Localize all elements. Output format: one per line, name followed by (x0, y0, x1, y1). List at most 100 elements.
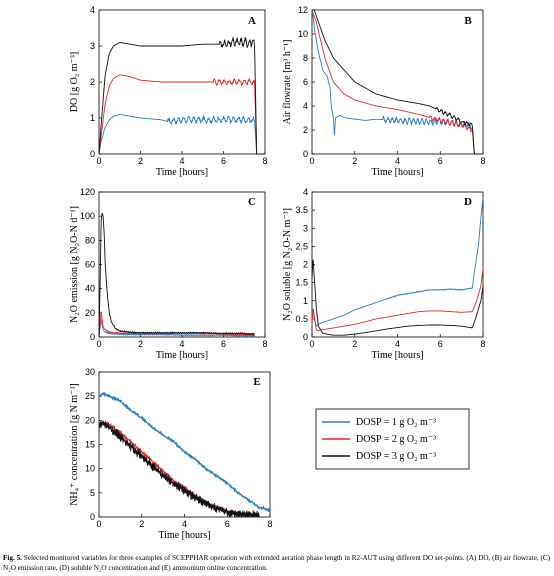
y-tick-label: 2 (303, 125, 308, 135)
y-tick-label: 0.5 (295, 314, 308, 324)
x-tick-label: 0 (309, 156, 314, 166)
series-line-do1 (311, 197, 484, 327)
series-line-do2 (98, 74, 266, 155)
y-tick-label: 120 (80, 187, 95, 197)
y-axis-label: NH₄⁺ concentration [g N m⁻³] (69, 383, 80, 506)
x-tick-label: 0 (309, 339, 314, 349)
x-tick-label: 8 (262, 339, 267, 349)
series-line-do1 (311, 9, 484, 155)
series-line-do1 (98, 319, 256, 338)
x-axis-label: Time [hours] (371, 350, 423, 361)
x-tick-label: 6 (438, 339, 443, 349)
panel-letter: E (253, 376, 260, 388)
y-tick-label: 4 (303, 187, 308, 197)
legend: DOSP = 1 g O₂ m⁻³ DOSP = 2 g O₂ m⁻³ DOSP =… (315, 408, 470, 470)
y-tick-label: 2 (90, 77, 95, 87)
y-tick-label: 30 (85, 367, 95, 377)
x-tick-label: 8 (480, 156, 485, 166)
panel-letter: C (248, 196, 256, 208)
series-line-do2 (311, 268, 484, 331)
y-tick-label: 5 (90, 488, 95, 498)
y-axis-label: DO [g O₂ m⁻³] (69, 52, 80, 112)
x-tick-label: 8 (267, 519, 272, 529)
plot-frame (311, 9, 484, 155)
y-axis-label: N₂O soluble [g N₂O-N m⁻³] (282, 208, 293, 321)
series-line-do2 (98, 420, 260, 518)
y-tick-label: 3 (90, 41, 95, 51)
panel-b-air-flowrate: 0 2 4 6 8 0 2 4 6 8 10 12 Time [hours] Air flowrate [… (282, 5, 486, 178)
x-tick-label: 6 (221, 339, 226, 349)
y-tick-label: 3.5 (295, 205, 308, 215)
x-axis-label: Time [hours] (156, 167, 208, 178)
x-tick-label: 4 (179, 156, 184, 166)
x-tick-label: 6 (221, 156, 226, 166)
x-tick-label: 4 (182, 519, 187, 529)
legend-label: DOSP = 3 g O₂ m⁻³ (356, 451, 436, 462)
y-tick-label: 2 (303, 260, 308, 270)
y-tick-label: 10 (298, 29, 308, 39)
y-tick-label: 25 (85, 391, 95, 401)
y-tick-label: 8 (303, 53, 308, 63)
y-tick-label: 10 (85, 464, 95, 474)
panel-letter: D (464, 196, 472, 208)
y-axis-label: Air flowrate [m³ h⁻¹] (282, 40, 293, 125)
figure-caption: Fig. 5. Selected monitored variables for… (3, 554, 551, 573)
caption-label: Fig. 5. (3, 554, 22, 562)
x-tick-label: 2 (138, 156, 143, 166)
series-line-do1 (98, 392, 271, 512)
y-tick-label: 0 (90, 512, 95, 522)
y-tick-label: 12 (298, 5, 308, 15)
series-line-do1 (98, 113, 266, 155)
y-axis-label: N₂O emission [g N₂O-N d⁻¹] (69, 206, 80, 323)
series-line-do3 (311, 259, 484, 336)
y-tick-label: 0 (90, 332, 95, 342)
x-tick-label: 6 (225, 519, 230, 529)
y-tick-label: 3 (303, 223, 308, 233)
x-tick-label: 6 (438, 156, 443, 166)
series-line-do3 (98, 212, 255, 338)
y-tick-label: 60 (85, 260, 95, 270)
legend-label: DOSP = 1 g O₂ m⁻³ (356, 417, 436, 428)
y-tick-label: 4 (303, 101, 308, 111)
caption-text: Selected monitored variables for three e… (3, 554, 551, 572)
y-tick-label: 1 (303, 296, 308, 306)
x-tick-label: 4 (395, 339, 400, 349)
plot-frame (98, 371, 271, 518)
x-tick-label: 4 (179, 339, 184, 349)
panel-e-ammonium: 0 2 4 6 8 0 5 10 15 20 25 30 Time [hours] NH₄⁺ concen… (69, 367, 273, 541)
series-line-do2 (311, 9, 484, 155)
x-tick-label: 4 (395, 156, 400, 166)
plot-frame (98, 191, 266, 338)
x-tick-label: 0 (96, 156, 101, 166)
x-tick-label: 8 (480, 339, 485, 349)
series-line-do3 (311, 9, 484, 155)
y-tick-label: 0 (303, 149, 308, 159)
panel-letter: A (248, 15, 256, 27)
y-tick-label: 20 (85, 415, 95, 425)
x-tick-label: 0 (96, 339, 101, 349)
panel-letter: B (464, 15, 472, 27)
y-tick-label: 40 (85, 284, 95, 294)
y-tick-label: 2.5 (295, 241, 308, 251)
x-axis-label: Time [hours] (158, 530, 210, 541)
y-tick-label: 1 (90, 113, 95, 123)
legend-label: DOSP = 2 g O₂ m⁻³ (356, 434, 436, 445)
x-axis-label: Time [hours] (156, 350, 208, 361)
x-tick-label: 2 (138, 339, 143, 349)
x-tick-label: 2 (352, 156, 357, 166)
y-tick-label: 0 (303, 332, 308, 342)
y-tick-label: 80 (85, 235, 95, 245)
x-tick-label: 2 (139, 519, 144, 529)
y-tick-label: 100 (80, 211, 95, 221)
x-tick-label: 8 (262, 156, 267, 166)
y-tick-label: 0 (90, 149, 95, 159)
y-tick-label: 20 (85, 308, 95, 318)
x-axis-label: Time [hours] (371, 167, 423, 178)
series-line-do3 (98, 36, 266, 155)
y-tick-label: 4 (90, 5, 95, 15)
y-tick-label: 6 (303, 77, 308, 87)
